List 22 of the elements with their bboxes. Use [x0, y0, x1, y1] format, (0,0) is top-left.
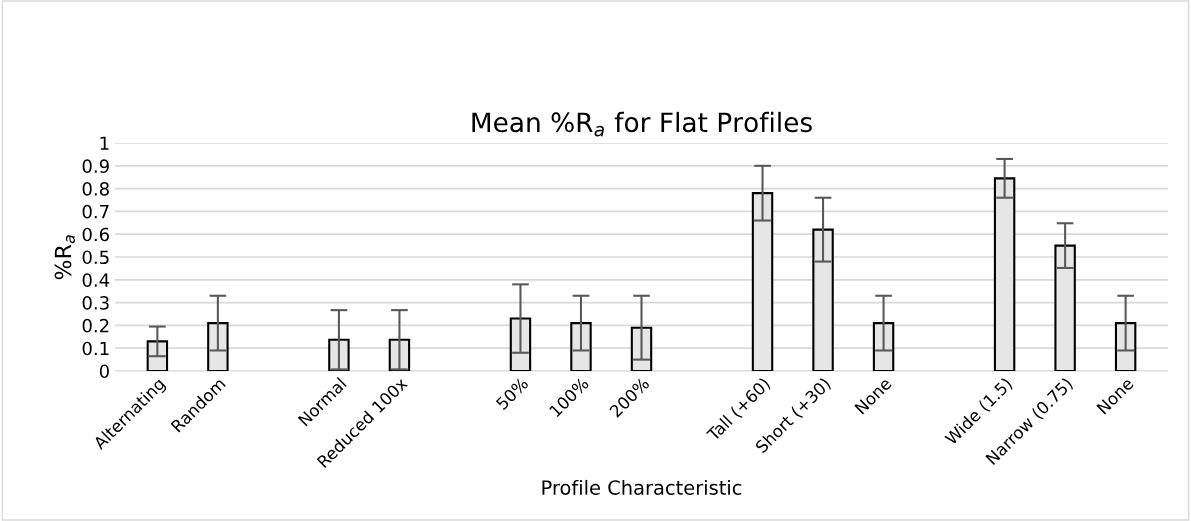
bar	[207, 322, 229, 371]
y-tick-label: 0.8	[82, 182, 109, 196]
bar	[812, 228, 834, 371]
y-tick-label: 0.3	[82, 296, 109, 310]
bar	[993, 177, 1016, 371]
y-axis-title: %R$_{a}$	[54, 235, 75, 280]
y-tick-label: 0.5	[82, 250, 109, 265]
chart-title: Mean %R$_{a}$ for Flat Profiles	[472, 111, 812, 137]
y-tick-label: 0.7	[82, 204, 109, 219]
bar	[872, 322, 895, 371]
x-axis-title: Profile Characteristic	[542, 479, 742, 495]
y-tick-label: 0.9	[82, 159, 109, 173]
y-tick-label: 0.2	[82, 318, 109, 333]
bar	[570, 322, 592, 371]
bar	[1054, 244, 1076, 371]
bar	[1114, 322, 1137, 371]
y-tick-label: 0	[99, 364, 109, 379]
y-tick-label: 0.1	[82, 341, 109, 356]
y-tick-label: 1	[100, 136, 109, 150]
y-tick-label: 0.4	[82, 273, 110, 287]
bar	[751, 192, 774, 371]
y-tick-label: 0.6	[82, 227, 109, 242]
